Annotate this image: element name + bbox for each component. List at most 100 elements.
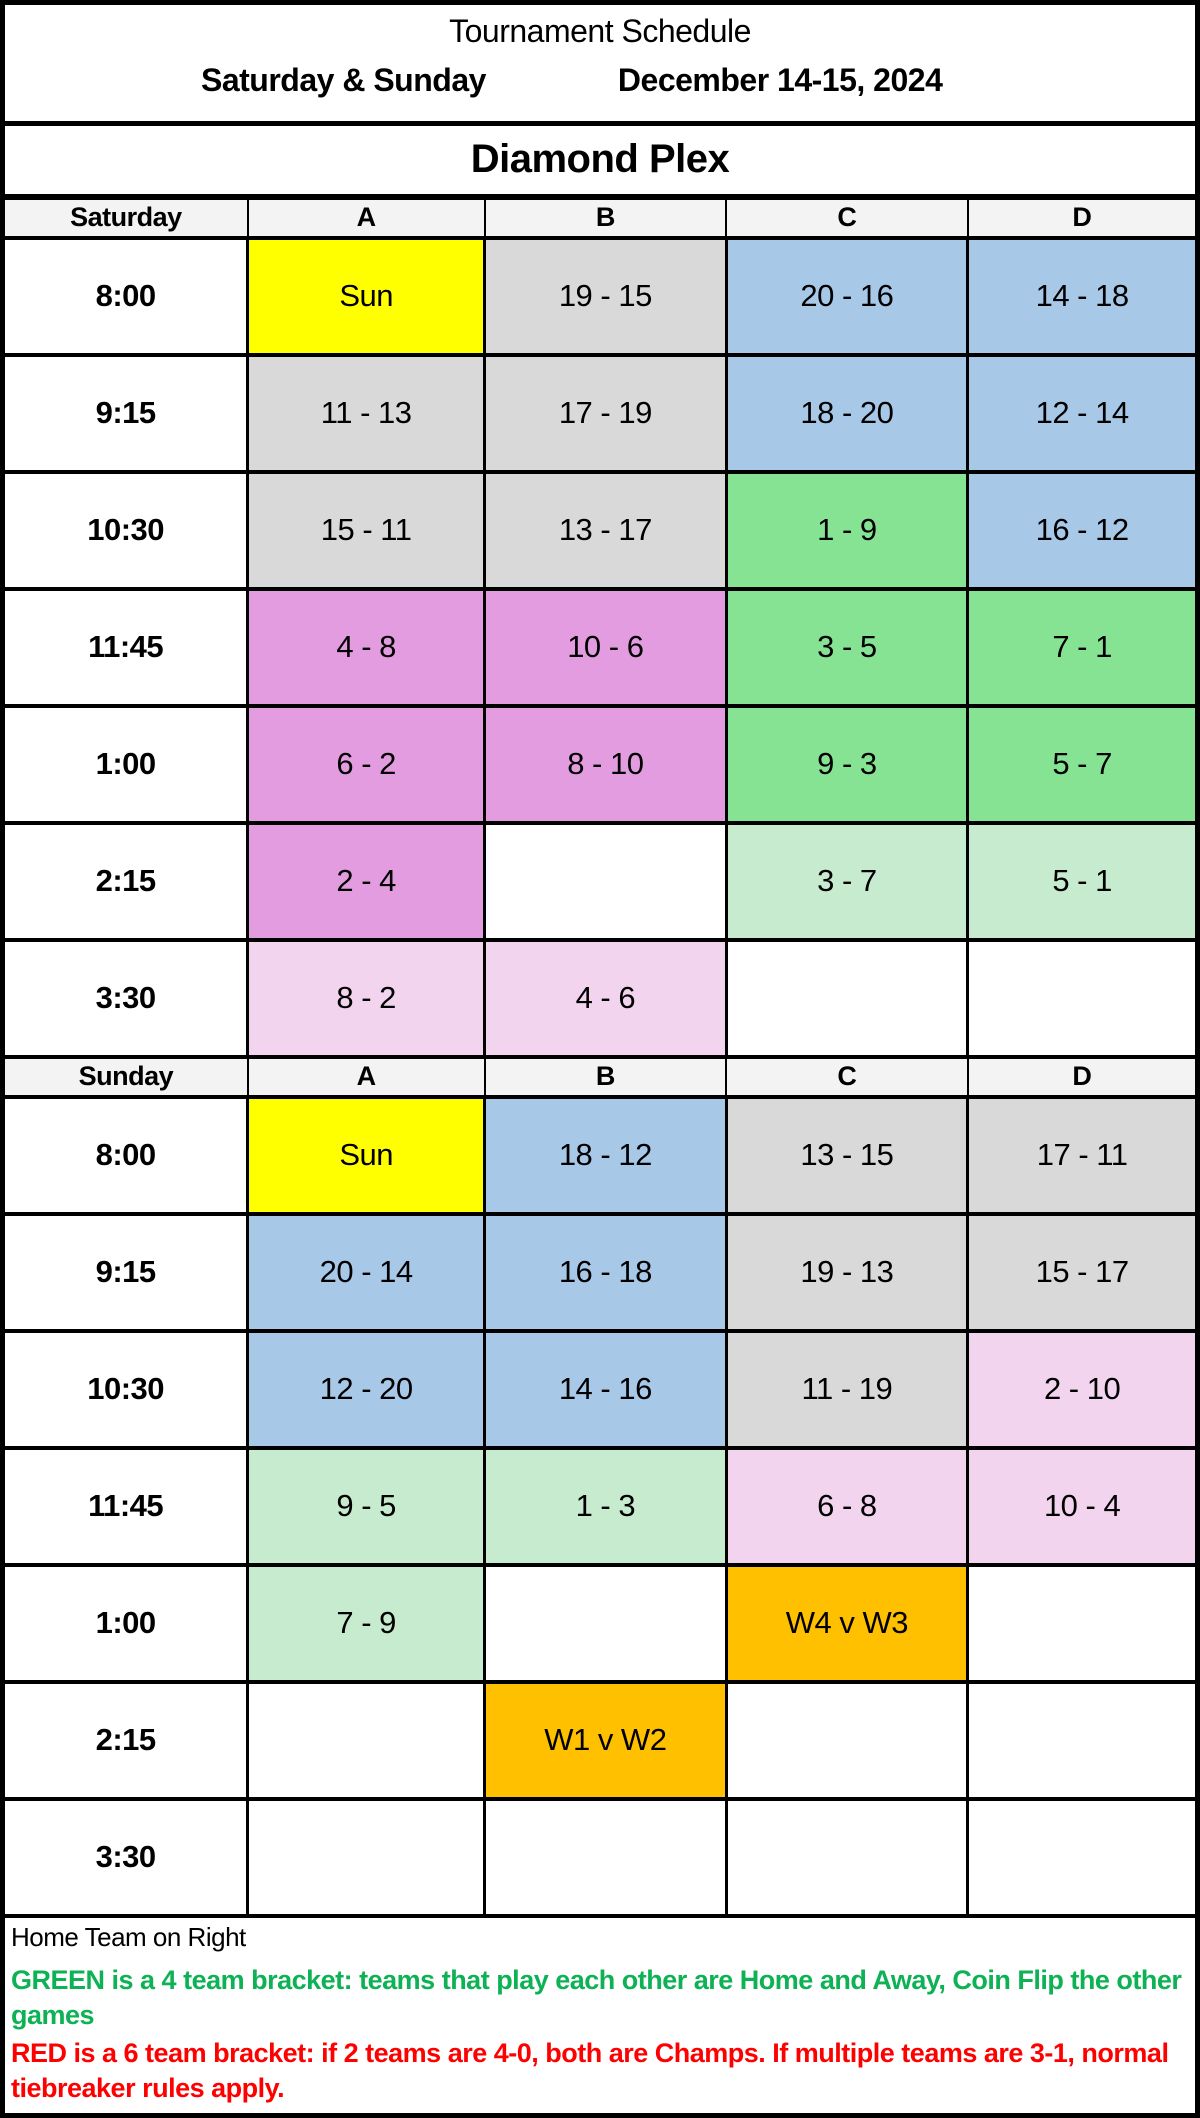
time-cell: 3:30	[5, 937, 250, 1059]
game-cell: 4 - 6	[483, 937, 728, 1059]
time-cell: 3:30	[5, 1796, 250, 1918]
title-block: Tournament Schedule Saturday & Sunday De…	[5, 5, 1195, 127]
game-cell: 14 - 16	[483, 1328, 728, 1450]
game-cell: 11 - 19	[724, 1328, 970, 1450]
schedule-row: 9:15 20 - 14 16 - 18 19 - 13 15 - 17	[5, 1211, 1195, 1333]
game-cell: Sun	[246, 1094, 487, 1216]
game-cell: Sun	[246, 235, 487, 357]
game-cell	[246, 1796, 487, 1918]
game-cell: 8 - 2	[246, 937, 487, 1059]
column-header-cell: B	[483, 1054, 728, 1099]
time-cell: 10:30	[5, 469, 250, 591]
game-cell	[966, 1796, 1195, 1918]
game-cell	[483, 1562, 728, 1684]
schedule-row: 9:15 11 - 13 17 - 19 18 - 20 12 - 14	[5, 352, 1195, 474]
game-cell	[483, 1796, 728, 1918]
game-cell: 7 - 1	[966, 586, 1195, 708]
game-cell: 13 - 17	[483, 469, 728, 591]
game-cell: 17 - 19	[483, 352, 728, 474]
schedule-table: Saturday A B C D 8:00 Sun 19 - 15 20 - 16 14 - 18…	[5, 195, 1195, 1918]
game-cell	[724, 1679, 970, 1801]
time-cell: 2:15	[5, 820, 250, 942]
game-cell	[724, 937, 970, 1059]
game-cell: 20 - 16	[724, 235, 970, 357]
note-green-bracket: GREEN is a 4 team bracket: teams that pl…	[11, 1964, 1182, 2031]
time-cell: 10:30	[5, 1328, 250, 1450]
day-header-cell: Saturday	[5, 195, 249, 240]
subtitle-dates: December 14-15, 2024	[617, 62, 943, 98]
game-cell: 20 - 14	[246, 1211, 487, 1333]
game-cell	[483, 820, 728, 942]
note-home-team: Home Team on Right	[11, 1921, 246, 1952]
game-cell: 18 - 12	[483, 1094, 728, 1216]
schedule-row: 3:30	[5, 1796, 1195, 1918]
time-cell: 2:15	[5, 1679, 250, 1801]
column-header-cell: C	[725, 195, 969, 240]
game-cell: 10 - 4	[966, 1445, 1195, 1567]
time-cell: 8:00	[5, 235, 250, 357]
subtitle-row: Saturday & Sunday December 14-15, 2024	[5, 62, 1195, 99]
game-cell: 9 - 3	[724, 703, 970, 825]
day-header-row: Sunday A B C D	[5, 1054, 1195, 1099]
game-cell: 2 - 4	[246, 820, 487, 942]
schedule-row: 2:15 W1 v W2	[5, 1679, 1195, 1801]
game-cell: 5 - 1	[966, 820, 1195, 942]
game-cell: 6 - 8	[724, 1445, 970, 1567]
game-cell	[966, 1679, 1195, 1801]
venue-title: Diamond Plex	[5, 126, 1195, 196]
column-header-cell: D	[966, 1054, 1195, 1099]
schedule-row: 8:00 Sun 18 - 12 13 - 15 17 - 11	[5, 1094, 1195, 1216]
subtitle-days: Saturday & Sunday	[201, 62, 486, 98]
column-header-cell: A	[246, 1054, 486, 1099]
game-cell: 12 - 20	[246, 1328, 487, 1450]
day-header-cell: Sunday	[5, 1054, 249, 1099]
game-cell: 6 - 2	[246, 703, 487, 825]
column-header-cell: B	[483, 195, 728, 240]
game-cell: 15 - 11	[246, 469, 487, 591]
schedule-row: 1:00 7 - 9 W4 v W3	[5, 1562, 1195, 1684]
column-header-cell: D	[966, 195, 1195, 240]
day-header-row: Saturday A B C D	[5, 195, 1195, 240]
game-cell: 13 - 15	[724, 1094, 970, 1216]
game-cell	[246, 1679, 487, 1801]
game-cell: 15 - 17	[966, 1211, 1195, 1333]
note-red-bracket: RED is a 6 team bracket: if 2 teams are …	[11, 2037, 1169, 2104]
game-cell: 17 - 11	[966, 1094, 1195, 1216]
game-cell: 8 - 10	[483, 703, 728, 825]
game-cell	[724, 1796, 970, 1918]
game-cell: 1 - 9	[724, 469, 970, 591]
game-cell: 2 - 10	[966, 1328, 1195, 1450]
game-cell: W4 v W3	[724, 1562, 970, 1684]
game-cell	[966, 937, 1195, 1059]
game-cell: 5 - 7	[966, 703, 1195, 825]
time-cell: 9:15	[5, 352, 250, 474]
column-header-cell: C	[725, 1054, 969, 1099]
time-cell: 8:00	[5, 1094, 250, 1216]
game-cell: 9 - 5	[246, 1445, 487, 1567]
time-cell: 11:45	[5, 1445, 250, 1567]
footer-notes: Home Team on Right GREEN is a 4 team bra…	[5, 1918, 1195, 2114]
game-cell: 3 - 5	[724, 586, 970, 708]
game-cell: 11 - 13	[246, 352, 487, 474]
game-cell: 12 - 14	[966, 352, 1195, 474]
game-cell: 3 - 7	[724, 820, 970, 942]
schedule-row: 8:00 Sun 19 - 15 20 - 16 14 - 18	[5, 235, 1195, 357]
game-cell: 16 - 12	[966, 469, 1195, 591]
game-cell: 1 - 3	[483, 1445, 728, 1567]
time-cell: 1:00	[5, 703, 250, 825]
game-cell: 18 - 20	[724, 352, 970, 474]
time-cell: 11:45	[5, 586, 250, 708]
time-cell: 1:00	[5, 1562, 250, 1684]
game-cell: 19 - 15	[483, 235, 728, 357]
time-cell: 9:15	[5, 1211, 250, 1333]
game-cell: W1 v W2	[483, 1679, 728, 1801]
schedule-row: 10:30 12 - 20 14 - 16 11 - 19 2 - 10	[5, 1328, 1195, 1450]
column-header-cell: A	[246, 195, 486, 240]
game-cell: 14 - 18	[966, 235, 1195, 357]
